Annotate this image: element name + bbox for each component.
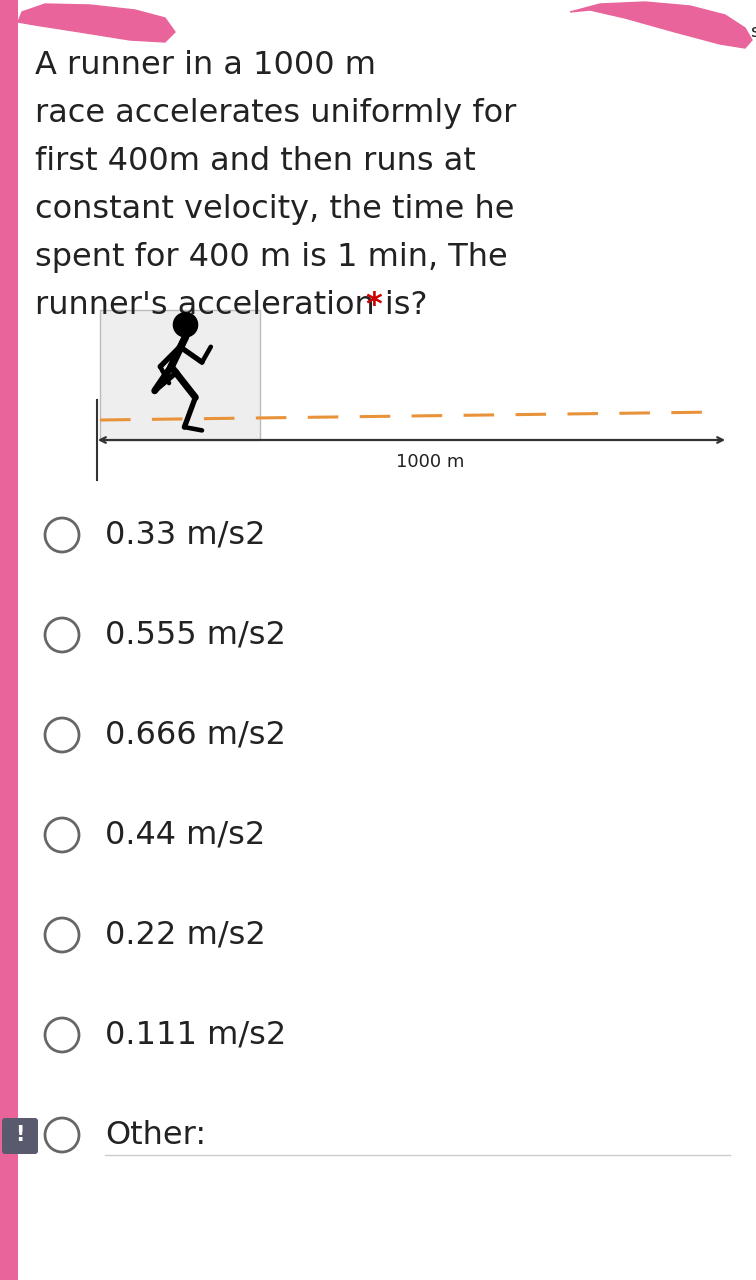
Polygon shape [18, 4, 175, 42]
Text: 0.555 m/s2: 0.555 m/s2 [105, 620, 286, 650]
FancyBboxPatch shape [2, 1117, 38, 1155]
Bar [100, 310, 260, 440]
Text: 0.111 m/s2: 0.111 m/s2 [105, 1019, 287, 1051]
Text: runner's acceleration is?: runner's acceleration is? [35, 291, 427, 321]
Text: 0.22 m/s2: 0.22 m/s2 [105, 919, 266, 951]
Text: first 400m and then runs at: first 400m and then runs at [35, 146, 476, 177]
Text: 0.33 m/s2: 0.33 m/s2 [105, 520, 265, 550]
Bar [0, 0, 18, 1280]
Text: A runner in a 1000 m: A runner in a 1000 m [35, 50, 376, 81]
Text: s: s [750, 23, 756, 41]
Text: 0.44 m/s2: 0.44 m/s2 [105, 819, 265, 850]
Text: spent for 400 m is 1 min, The: spent for 400 m is 1 min, The [35, 242, 508, 273]
Text: *: * [355, 291, 383, 321]
Polygon shape [570, 3, 752, 47]
Text: !: ! [15, 1125, 25, 1146]
Text: 1000 m: 1000 m [396, 453, 464, 471]
Text: race accelerates uniformly for: race accelerates uniformly for [35, 99, 516, 129]
Circle shape [173, 312, 197, 337]
Text: Other:: Other: [105, 1120, 206, 1151]
Text: constant velocity, the time he: constant velocity, the time he [35, 195, 515, 225]
Text: 0.666 m/s2: 0.666 m/s2 [105, 719, 286, 750]
